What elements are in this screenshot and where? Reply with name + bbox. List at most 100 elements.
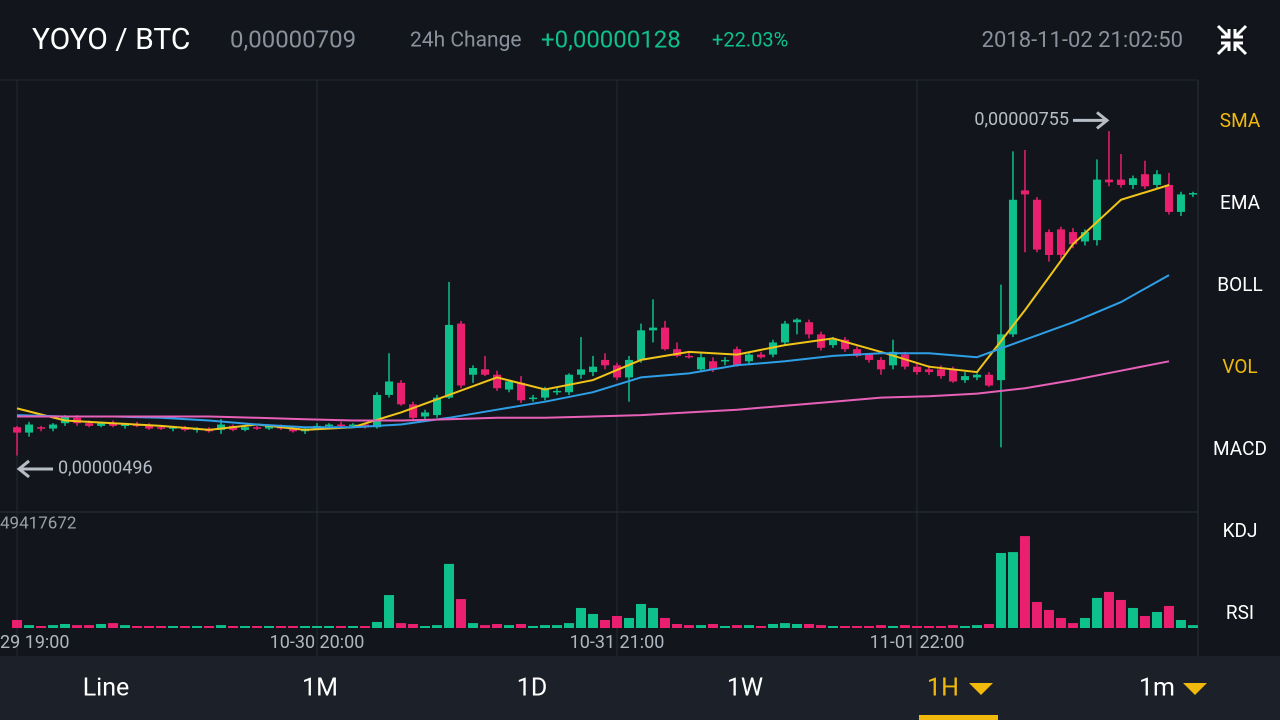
volume-bar [959, 625, 970, 628]
volume-bar [168, 625, 179, 628]
volume-bar [396, 623, 407, 628]
candle-body [97, 423, 106, 426]
volume-bar [1127, 607, 1138, 628]
indicator-button[interactable]: SMA [1220, 109, 1261, 132]
candle-body [1032, 199, 1041, 250]
candle-body [840, 339, 849, 350]
volume-bar [623, 617, 634, 628]
volume-bar [611, 615, 622, 628]
collapse-icon[interactable] [1216, 24, 1248, 56]
interval-button[interactable]: 1D [517, 674, 547, 703]
candle-body [217, 424, 226, 430]
volume-bar [1043, 609, 1054, 628]
interval-button[interactable]: 1m [1139, 674, 1175, 703]
low-marker-head [16, 459, 30, 479]
candle-body [157, 427, 166, 429]
x-tick-label: 29 19:00 [0, 632, 70, 653]
indicator-button[interactable]: VOL [1222, 355, 1257, 378]
candle-body [1056, 229, 1065, 255]
volume-bar [875, 625, 886, 628]
candle-body [373, 394, 382, 428]
indicator-button[interactable]: RSI [1226, 601, 1254, 624]
volume-bar [468, 623, 479, 628]
volume-bar [72, 625, 83, 628]
candle-body [433, 397, 442, 416]
interval-button[interactable]: Line [83, 674, 130, 703]
volume-bar [552, 625, 563, 628]
candle-body [720, 359, 729, 362]
candle-body [409, 404, 418, 418]
volume-bar [731, 625, 742, 628]
candle-body [1188, 193, 1197, 195]
candle-body [325, 424, 334, 427]
volume-bar [420, 625, 431, 628]
volume-bar [360, 625, 371, 628]
candle-body [888, 351, 897, 366]
indicator-button[interactable]: MACD [1213, 437, 1267, 460]
candle-body [529, 397, 538, 400]
volume-bar [1103, 591, 1114, 628]
volume-bar [216, 625, 227, 628]
volume-bar [671, 623, 682, 628]
candle-body [1080, 232, 1089, 242]
candle-body [972, 374, 981, 378]
pair: YOYO / BTC [32, 22, 190, 57]
volume-bar [1151, 611, 1162, 628]
volume-max-label: 49417672 [0, 513, 76, 533]
interval-button[interactable]: 1M [302, 674, 338, 703]
candle-body [337, 424, 346, 427]
volume-bar [528, 625, 539, 628]
candle-body [541, 389, 550, 398]
volume-bar [192, 625, 203, 628]
candle-body [864, 354, 873, 360]
indicator-button[interactable]: BOLL [1217, 273, 1262, 296]
change-label: 24h Change [410, 29, 522, 53]
active-underline [919, 715, 998, 720]
candle-body [1044, 232, 1053, 255]
interval-bar [0, 656, 1280, 720]
candle-body [493, 374, 502, 389]
volume-bar [755, 625, 766, 628]
volume-bar [1091, 597, 1102, 628]
time: 2018-11-02 21:02:50 [982, 28, 1183, 53]
volume-bar [516, 623, 527, 628]
moving-average-line [16, 274, 1170, 429]
volume-bar [971, 625, 982, 628]
interval-button[interactable]: 1H [927, 674, 959, 703]
candle-body [1008, 199, 1017, 335]
volume-bar [36, 625, 47, 628]
change-pct: +22.03% [712, 27, 788, 51]
volume-bar [803, 623, 814, 628]
indicator-button[interactable]: KDJ [1223, 519, 1258, 542]
candle-body [1164, 184, 1173, 212]
volume-bar [576, 607, 587, 628]
volume-bar [935, 625, 946, 628]
high-marker-head [1096, 111, 1110, 130]
volume-bar [444, 563, 455, 628]
candle-body [457, 323, 466, 386]
moving-average-line [17, 360, 1170, 422]
candle-body [696, 357, 705, 370]
candle-body [708, 361, 717, 370]
volume-bar [492, 623, 503, 628]
volume-bar [276, 625, 287, 628]
candle-body [948, 369, 957, 382]
indicator-button[interactable]: EMA [1220, 191, 1261, 214]
volume-bar [108, 623, 119, 628]
candle-body [780, 323, 789, 343]
volume-bar [348, 625, 359, 628]
volume-bar [588, 613, 599, 628]
volume-bar [839, 625, 850, 628]
volume-bar [923, 625, 934, 628]
volume-bar [743, 625, 754, 628]
candle-body [505, 381, 514, 390]
candle-body [253, 427, 262, 429]
candle-body [517, 382, 526, 401]
volume-bar [24, 625, 35, 628]
interval-button[interactable]: 1W [727, 674, 763, 703]
candle-body [912, 366, 921, 373]
volume-bar [995, 552, 1006, 628]
candle-body [397, 382, 406, 405]
change: +0,00000128 [541, 25, 681, 53]
